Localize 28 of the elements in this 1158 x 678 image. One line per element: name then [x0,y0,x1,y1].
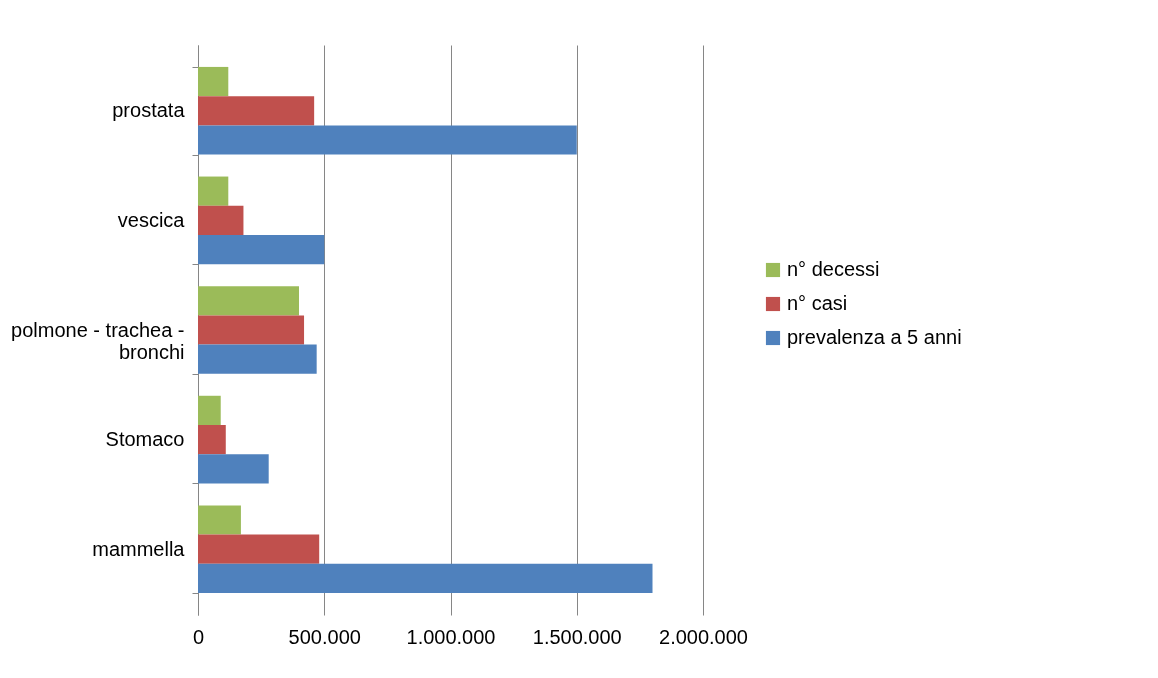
x-tick-label: 1.000.000 [406,625,496,648]
x-tick-label: 2.000.000 [659,625,748,648]
y-tick-label: prostata [112,99,186,122]
bar [198,563,653,594]
bar [198,315,305,345]
x-tick-label: 1.500.000 [532,625,622,648]
bar [198,205,244,235]
bar [198,176,229,206]
bar [198,344,317,374]
bar [198,125,577,155]
bar [198,66,229,97]
legend-label: prevalenza a 5 anni [787,326,962,348]
y-tick-label: polmone - trachea - bronchi [11,318,185,363]
bar [198,534,320,564]
bar [198,286,299,316]
x-tick-label: 500.000 [288,625,361,648]
bar [198,454,269,484]
legend-label: n° decessi [787,258,880,280]
bar [198,505,241,535]
x-tick-label: 0 [192,625,205,648]
bar [198,235,325,265]
bar [198,425,226,455]
y-tick-label: mammella [92,537,186,560]
y-tick-label: vescica [117,208,186,231]
y-tick-label: Stomaco [105,428,185,451]
legend-label: n° casi [787,292,848,314]
bar [198,96,315,126]
bar [198,395,221,425]
